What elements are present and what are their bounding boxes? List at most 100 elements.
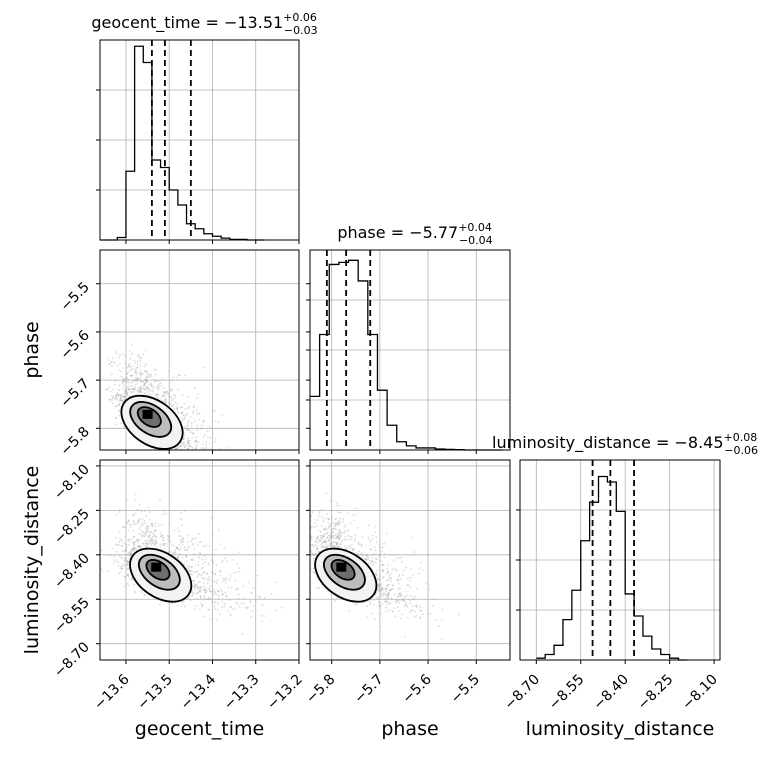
- scatter-point: [149, 373, 152, 376]
- scatter-point: [164, 398, 167, 401]
- scatter-point: [357, 543, 360, 545]
- scatter-point: [133, 541, 136, 543]
- scatter-point: [147, 539, 150, 542]
- scatter-point: [136, 360, 139, 363]
- scatter-point: [369, 561, 372, 564]
- scatter-point: [218, 594, 221, 597]
- scatter-point: [377, 578, 380, 581]
- scatter-point: [367, 557, 370, 560]
- scatter-point: [106, 389, 109, 391]
- scatter-point: [187, 396, 189, 398]
- scatter-point: [196, 471, 198, 473]
- scatter-point: [120, 399, 123, 401]
- scatter-point: [361, 536, 364, 538]
- scatter-point: [224, 581, 227, 584]
- scatter-point: [387, 594, 389, 597]
- scatter-point: [196, 570, 199, 573]
- scatter-point: [228, 447, 230, 449]
- scatter-point: [139, 517, 142, 520]
- scatter-point: [345, 547, 348, 550]
- scatter-point: [144, 378, 147, 381]
- scatter-point: [391, 588, 394, 590]
- scatter-point: [193, 553, 196, 555]
- scatter-point: [217, 529, 220, 532]
- scatter-point: [204, 561, 207, 564]
- scatter-point: [338, 537, 341, 540]
- scatter-point: [155, 393, 158, 396]
- scatter-point: [224, 579, 226, 581]
- scatter-point: [127, 520, 130, 522]
- scatter-point: [186, 447, 189, 450]
- scatter-point: [379, 590, 382, 592]
- scatter-point: [138, 361, 141, 364]
- scatter-point: [334, 518, 337, 521]
- scatter-point: [190, 456, 192, 458]
- scatter-point: [125, 549, 127, 552]
- scatter-point: [201, 572, 204, 575]
- scatter-point: [195, 584, 198, 586]
- scatter-point: [388, 609, 391, 611]
- scatter-point: [372, 599, 375, 602]
- scatter-point: [338, 536, 341, 539]
- scatter-point: [115, 423, 118, 426]
- scatter-point: [363, 557, 366, 560]
- scatter-point: [193, 585, 196, 587]
- scatter-point: [213, 453, 215, 455]
- scatter-point: [144, 385, 147, 388]
- scatter-point: [304, 548, 306, 550]
- scatter-point: [191, 595, 193, 597]
- scatter-point: [149, 537, 151, 540]
- scatter-point: [324, 540, 327, 542]
- scatter-point: [134, 386, 136, 388]
- scatter-point: [129, 550, 132, 553]
- scatter-point: [136, 363, 139, 366]
- scatter-point: [241, 633, 244, 635]
- scatter-point: [381, 569, 383, 572]
- scatter-point: [185, 555, 188, 558]
- scatter-point: [205, 444, 208, 447]
- scatter-point: [143, 510, 146, 512]
- scatter-point: [405, 590, 408, 593]
- scatter-point: [194, 582, 197, 585]
- scatter-point: [388, 583, 390, 586]
- scatter-point: [337, 511, 340, 514]
- scatter-point: [296, 524, 298, 526]
- x-tick-label: −5.5: [448, 672, 483, 707]
- scatter-point: [132, 530, 135, 532]
- scatter-point: [203, 589, 206, 591]
- scatter-point: [168, 551, 171, 553]
- scatter-point: [227, 463, 229, 465]
- scatter-point: [149, 374, 152, 376]
- scatter-point: [204, 588, 207, 591]
- scatter-point: [123, 560, 125, 563]
- scatter-point: [315, 545, 318, 547]
- scatter-point: [114, 351, 117, 353]
- scatter-point: [130, 578, 133, 581]
- scatter-point: [176, 547, 179, 550]
- scatter-point: [146, 525, 149, 527]
- scatter-point: [373, 560, 375, 563]
- scatter-point: [390, 588, 393, 590]
- scatter-point: [240, 602, 243, 605]
- scatter-point: [151, 385, 154, 388]
- scatter-point: [229, 576, 232, 579]
- scatter-point: [391, 568, 394, 571]
- scatter-point: [186, 444, 189, 447]
- scatter-point: [189, 572, 192, 574]
- scatter-point: [151, 524, 154, 527]
- scatter-point: [187, 424, 190, 427]
- scatter-point: [314, 543, 316, 546]
- scatter-point: [345, 538, 348, 541]
- scatter-point: [139, 374, 142, 377]
- scatter-point: [136, 383, 139, 385]
- scatter-point: [145, 377, 148, 379]
- y-tick-label: −8.70: [51, 639, 93, 681]
- scatter-point: [112, 388, 115, 391]
- scatter-point: [188, 565, 191, 568]
- scatter-point: [157, 388, 160, 391]
- scatter-point: [321, 547, 323, 549]
- scatter-point: [125, 376, 128, 379]
- scatter-point: [167, 538, 170, 541]
- scatter-point: [186, 422, 189, 424]
- scatter-point: [151, 523, 154, 525]
